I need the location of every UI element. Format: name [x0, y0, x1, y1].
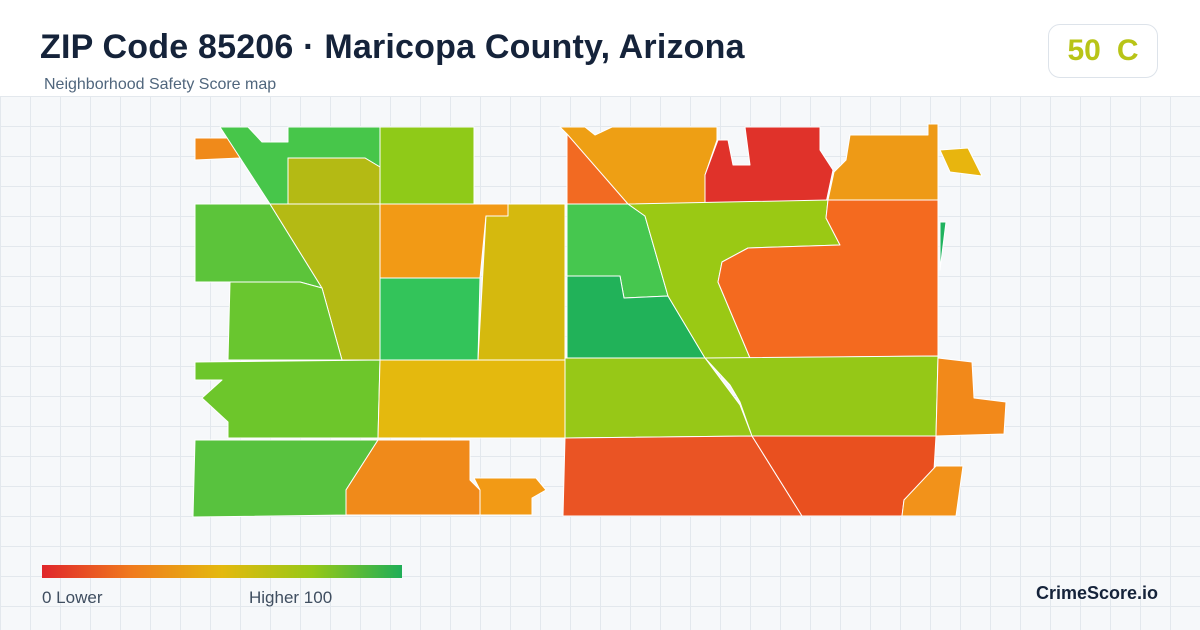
score-value: 50	[1067, 34, 1101, 67]
map-region[interactable]	[379, 277, 481, 361]
score-badge: 50 C	[1048, 24, 1158, 78]
map-region[interactable]	[227, 281, 343, 361]
map-region[interactable]	[477, 203, 566, 361]
page-title: ZIP Code 85206 · Maricopa County, Arizon…	[40, 28, 745, 66]
map-region[interactable]	[827, 123, 939, 201]
legend-high-label: Higher 100	[249, 588, 333, 607]
map-region[interactable]	[935, 357, 1007, 437]
map-region[interactable]	[473, 477, 547, 516]
map-region[interactable]	[704, 126, 834, 205]
score-grade: C	[1116, 34, 1139, 67]
map-region[interactable]	[717, 199, 939, 359]
map-region[interactable]	[379, 126, 475, 205]
map-region[interactable]	[194, 359, 381, 439]
map-region[interactable]	[901, 465, 964, 517]
brand-logo-text: CrimeScore.io	[1035, 583, 1158, 603]
legend-low-label: 0 Lower	[42, 588, 103, 607]
header	[0, 0, 1200, 96]
map-region[interactable]	[377, 359, 566, 439]
map-region[interactable]	[939, 221, 947, 271]
map-region[interactable]	[939, 147, 983, 177]
map-region[interactable]	[559, 126, 718, 205]
map-region[interactable]	[287, 157, 381, 205]
page-subtitle: Neighborhood Safety Score map	[44, 76, 277, 93]
legend-gradient-bar	[42, 565, 402, 578]
